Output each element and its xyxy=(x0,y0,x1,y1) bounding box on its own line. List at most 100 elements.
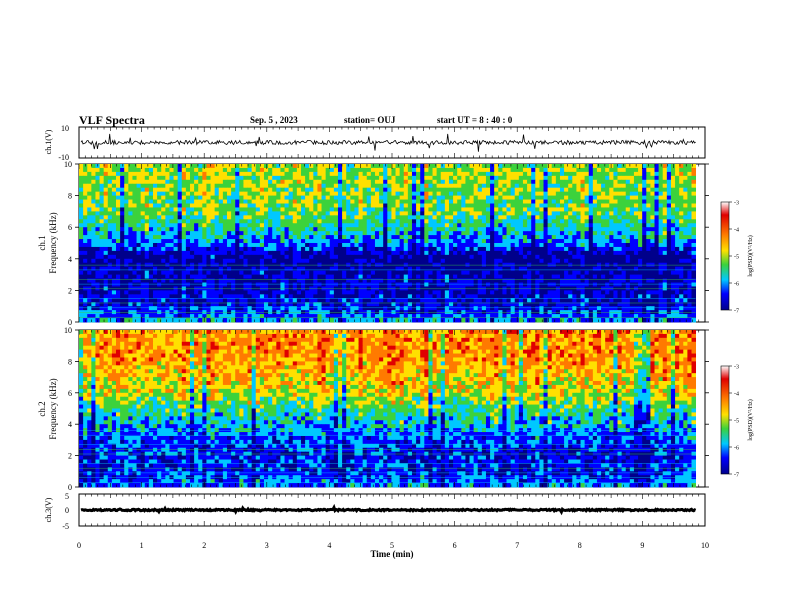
spectrogram-cell xyxy=(288,239,294,244)
spectrogram-cell xyxy=(432,231,438,236)
spectrogram-cell xyxy=(305,266,310,272)
spectrogram-cell xyxy=(152,171,158,177)
spectrogram-cell xyxy=(124,227,129,232)
spectrogram-cell xyxy=(177,195,183,200)
spectrogram-cell xyxy=(601,274,606,279)
spectrogram-cell xyxy=(169,290,174,295)
spectrogram-cell xyxy=(543,246,549,252)
spectrogram-cell xyxy=(490,227,495,232)
spectrogram-cell xyxy=(461,199,466,204)
spectrogram-cell xyxy=(268,195,273,200)
spectrogram-cell xyxy=(432,164,438,169)
spectrogram-cell xyxy=(354,179,359,185)
spectrogram-cell xyxy=(321,266,327,272)
spectrogram-cell xyxy=(276,179,281,185)
spectrogram-cell xyxy=(300,187,306,193)
spectrogram-cell xyxy=(231,239,236,244)
spectrogram-cell xyxy=(374,235,380,240)
spectrogram-cell xyxy=(428,215,433,220)
spectrogram-cell xyxy=(91,203,96,208)
spectrogram-cell xyxy=(642,219,647,224)
spectrogram-cell xyxy=(444,175,450,181)
spectrogram-cell xyxy=(518,219,524,224)
spectrogram-cell xyxy=(588,254,594,260)
spectrogram-cell xyxy=(259,282,265,287)
spectrogram-cell xyxy=(251,187,257,193)
spectrogram-cell xyxy=(132,187,137,193)
spectrogram-cell xyxy=(617,270,623,275)
spectrogram-cell xyxy=(173,223,179,228)
spectrogram-cell xyxy=(559,203,565,208)
spectrogram-cell xyxy=(173,211,179,216)
spectrogram-cell xyxy=(498,290,503,295)
spectrogram-cell xyxy=(198,250,203,256)
spectrogram-cell xyxy=(214,199,220,204)
spectrogram-cell xyxy=(424,274,429,279)
spectrogram-cell xyxy=(95,266,100,272)
spectrogram-cell xyxy=(506,227,512,232)
spectrogram-cell xyxy=(461,223,466,228)
spectrogram-cell xyxy=(272,203,277,208)
spectrogram-cell xyxy=(416,203,421,208)
spectrogram-cell xyxy=(494,270,499,275)
spectrogram-cell xyxy=(103,239,109,244)
spectrogram-cell xyxy=(679,203,684,208)
spectrogram-cell xyxy=(169,231,174,236)
spectrogram-cell xyxy=(420,278,425,283)
spectrogram-cell xyxy=(321,171,327,177)
spectrogram-cell xyxy=(148,187,154,193)
spectrogram-cell xyxy=(580,278,586,283)
spectrogram-cell xyxy=(379,195,384,200)
spectrogram-cell xyxy=(518,235,524,240)
spectrogram-cell xyxy=(152,294,158,299)
spectrogram-cell xyxy=(309,167,314,173)
spectrogram-cell xyxy=(539,231,544,236)
spectrogram-cell xyxy=(95,258,100,264)
spectrogram-cell xyxy=(465,274,470,279)
spectrogram-cell xyxy=(411,183,417,189)
spectrogram-cell xyxy=(124,191,129,196)
spectrogram-cell xyxy=(288,215,294,220)
spectrogram-cell xyxy=(588,290,594,295)
spectrogram-cell xyxy=(177,227,183,232)
spectrogram-cell xyxy=(448,203,454,208)
spectrogram-cell xyxy=(683,239,688,244)
spectrogram-cell xyxy=(559,270,565,275)
spectrogram-cell xyxy=(185,258,191,264)
spectrogram-cell xyxy=(276,270,281,275)
spectrogram-cell xyxy=(670,235,676,240)
spectrogram-cell xyxy=(391,243,396,248)
spectrogram-cell xyxy=(420,219,425,224)
spectrogram-cell xyxy=(140,266,146,272)
spectrogram-cell xyxy=(177,243,183,248)
spectrogram-cell xyxy=(506,246,512,252)
spectrogram-cell xyxy=(551,254,557,260)
spectrogram-cell xyxy=(580,258,586,264)
spectrogram-cell xyxy=(259,175,265,181)
spectrogram-cell xyxy=(625,175,631,181)
spectrogram-cell xyxy=(128,183,133,189)
spectrogram-cell xyxy=(329,167,335,173)
spectrogram-cell xyxy=(572,195,577,200)
spectrogram-cell xyxy=(477,183,483,189)
spectrogram-cell xyxy=(379,290,384,295)
spectrogram-cell xyxy=(498,227,503,232)
spectrogram-cell xyxy=(214,290,220,295)
spectrogram-cell xyxy=(498,164,503,169)
spectrogram-cell xyxy=(210,282,216,287)
spectrogram-cell xyxy=(539,278,544,283)
spectrogram-cell xyxy=(494,290,499,295)
spectrogram-cell xyxy=(477,274,483,279)
spectrogram-cell xyxy=(309,175,314,181)
spectrogram-cell xyxy=(498,246,503,252)
spectrogram-cell xyxy=(477,258,483,264)
spectrogram-cell xyxy=(662,254,668,260)
spectrogram-cell xyxy=(395,171,401,177)
spectrogram-cell xyxy=(346,219,351,224)
spectrogram-cell xyxy=(317,231,322,236)
spectrogram-cell xyxy=(210,191,216,196)
spectrogram-cell xyxy=(522,290,528,295)
spectrogram-cell xyxy=(576,219,581,224)
spectrogram-cell xyxy=(469,199,475,204)
spectrogram-cell xyxy=(268,219,273,224)
